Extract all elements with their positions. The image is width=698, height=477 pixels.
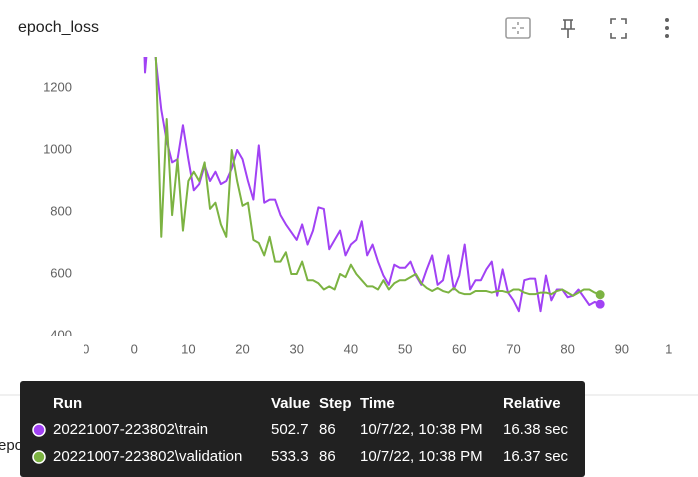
- run-value: 502.7: [271, 421, 309, 438]
- x-tick-label: 10: [181, 341, 195, 356]
- x-tick-label: 50: [398, 341, 412, 356]
- fullscreen-button[interactable]: [610, 18, 627, 39]
- fit-domain-button[interactable]: [505, 17, 531, 39]
- y-tick-label: 1000: [43, 141, 72, 156]
- run-name: 20221007-223802\validation: [53, 448, 242, 465]
- tooltip: Run Value Step Time Relative 20221007-223802\…: [20, 381, 585, 477]
- run-time: 10/7/22, 10:38 PM: [360, 421, 483, 438]
- x-tick-label: 90: [615, 341, 629, 356]
- tooltip-header: Run: [53, 395, 82, 412]
- run-relative: 16.37 sec: [503, 448, 569, 465]
- y-tick-label: 600: [50, 265, 72, 280]
- series-line: [154, 57, 601, 297]
- run-swatch: [32, 450, 46, 464]
- x-tick-label: 20: [235, 341, 249, 356]
- y-tick-label: 800: [50, 203, 72, 218]
- tooltip-bg: [20, 381, 585, 477]
- end-points: [595, 290, 605, 309]
- run-name: 20221007-223802\train: [53, 421, 208, 438]
- x-tick-label: 70: [506, 341, 520, 356]
- more-button[interactable]: [665, 18, 669, 38]
- end-point: [595, 299, 605, 309]
- run-relative: 16.38 sec: [503, 421, 569, 438]
- tooltip-header: Relative: [503, 395, 561, 412]
- run-value: 533.3: [271, 448, 309, 465]
- x-tick-label: 80: [560, 341, 574, 356]
- y-tick-label: 1200: [43, 79, 72, 94]
- end-point: [595, 290, 605, 300]
- x-axis-labels: -10 0 10 20 30 40 50 60 70 80 90 100: [71, 341, 687, 356]
- y-axis-labels: 400 600 800 1000 1200: [43, 79, 72, 342]
- y-tick-label: 400: [50, 327, 72, 342]
- series-line: [143, 57, 601, 313]
- run-swatch: [32, 423, 46, 437]
- tooltip-header: Value: [271, 395, 310, 412]
- run-step: 86: [319, 421, 336, 438]
- plot-area: [143, 57, 601, 313]
- x-tick-label: 60: [452, 341, 466, 356]
- tooltip-header: Time: [360, 395, 395, 412]
- x-tick-label: 0: [131, 341, 138, 356]
- x-tick-label: 40: [344, 341, 358, 356]
- x-tick-label: 30: [289, 341, 303, 356]
- run-time: 10/7/22, 10:38 PM: [360, 448, 483, 465]
- card-title: epoch_loss: [18, 19, 99, 36]
- x-tick-label: 100: [665, 341, 687, 356]
- toolbar: [505, 17, 669, 39]
- tooltip-header: Step: [319, 395, 352, 412]
- run-step: 86: [319, 448, 336, 465]
- x-tick-label: -10: [71, 341, 90, 356]
- pin-button[interactable]: [561, 19, 575, 38]
